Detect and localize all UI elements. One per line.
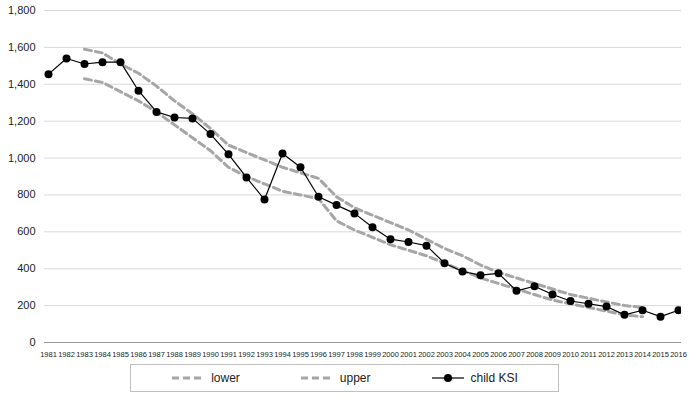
svg-text:1985: 1985 bbox=[112, 350, 129, 359]
svg-text:1984: 1984 bbox=[94, 350, 111, 359]
html-text:child KSI: child KSI bbox=[470, 371, 518, 385]
svg-text:1990: 1990 bbox=[202, 350, 219, 359]
svg-text:2000: 2000 bbox=[382, 350, 399, 359]
svg-text:2014: 2014 bbox=[634, 350, 651, 359]
svg-text:1991: 1991 bbox=[220, 350, 237, 359]
svg-text:2013: 2013 bbox=[616, 350, 633, 359]
svg-text:2006: 2006 bbox=[490, 350, 507, 359]
svg-text:0: 0 bbox=[29, 336, 35, 348]
svg-text:1989: 1989 bbox=[184, 350, 201, 359]
svg-text:1,800: 1,800 bbox=[8, 4, 36, 16]
svg-text:1992: 1992 bbox=[238, 350, 255, 359]
svg-text:2015: 2015 bbox=[652, 350, 669, 359]
svg-text:1993: 1993 bbox=[256, 350, 273, 359]
svg-text:2008: 2008 bbox=[526, 350, 543, 359]
svg-text:400: 400 bbox=[17, 262, 35, 274]
svg-text:1996: 1996 bbox=[310, 350, 327, 359]
svg-text:1997: 1997 bbox=[328, 350, 345, 359]
svg-text:2012: 2012 bbox=[598, 350, 615, 359]
svg-text:1988: 1988 bbox=[166, 350, 183, 359]
svg-text:1994: 1994 bbox=[274, 350, 291, 359]
svg-text:1986: 1986 bbox=[130, 350, 147, 359]
svg-text:1999: 1999 bbox=[364, 350, 381, 359]
svg-text:1,400: 1,400 bbox=[8, 78, 36, 90]
svg-text:1,200: 1,200 bbox=[8, 115, 36, 127]
svg-text:2016: 2016 bbox=[670, 350, 687, 359]
svg-text:2005: 2005 bbox=[472, 350, 489, 359]
svg-text:2002: 2002 bbox=[418, 350, 435, 359]
svg-text:800: 800 bbox=[17, 188, 35, 200]
svg-text:200: 200 bbox=[17, 299, 35, 311]
svg-text:2007: 2007 bbox=[508, 350, 525, 359]
svg-text:1995: 1995 bbox=[292, 350, 309, 359]
svg-text:1982: 1982 bbox=[58, 350, 75, 359]
svg-text:2003: 2003 bbox=[436, 350, 453, 359]
svg-text:2004: 2004 bbox=[454, 350, 471, 359]
svg-text:1983: 1983 bbox=[76, 350, 93, 359]
html-text:lower: lower bbox=[211, 371, 240, 385]
html-text:upper: upper bbox=[339, 371, 371, 385]
svg-text:1981: 1981 bbox=[40, 350, 57, 359]
svg-text:1987: 1987 bbox=[148, 350, 165, 359]
svg-text:1,000: 1,000 bbox=[8, 152, 36, 164]
svg-text:2011: 2011 bbox=[580, 350, 596, 359]
svg-text:600: 600 bbox=[17, 225, 35, 237]
svg-text:2001: 2001 bbox=[400, 350, 417, 359]
svg-text:1998: 1998 bbox=[346, 350, 363, 359]
svg-text:2009: 2009 bbox=[544, 350, 561, 359]
svg-text:1,600: 1,600 bbox=[8, 41, 36, 53]
svg-text:2010: 2010 bbox=[562, 350, 579, 359]
